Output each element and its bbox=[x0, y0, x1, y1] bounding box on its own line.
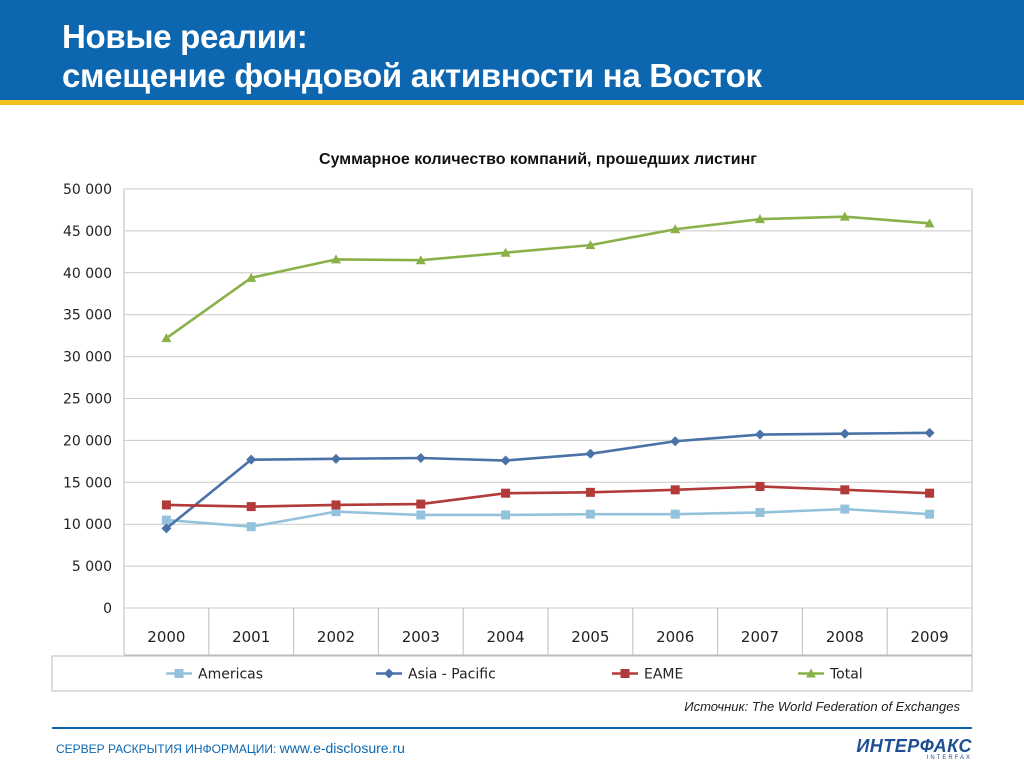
data-point-asia-pacific bbox=[331, 453, 341, 464]
data-point-eame bbox=[416, 499, 426, 509]
data-point-americas bbox=[925, 509, 935, 519]
data-point-americas bbox=[246, 522, 256, 532]
header-bar bbox=[0, 0, 1024, 100]
legend-label-asia-pacific: Asia - Pacific bbox=[408, 667, 496, 683]
series-line-americas bbox=[166, 507, 930, 529]
data-point-eame bbox=[925, 488, 935, 498]
data-point-total bbox=[839, 211, 850, 221]
x-tick-label: 2005 bbox=[571, 628, 609, 646]
data-point-asia-pacific bbox=[670, 436, 681, 447]
legend-marker-total bbox=[806, 668, 816, 678]
x-tick-label: 2000 bbox=[147, 628, 185, 646]
x-tick-label: 2002 bbox=[317, 628, 355, 646]
data-point-americas bbox=[755, 507, 765, 517]
y-tick-label: 25 000 bbox=[63, 392, 112, 408]
x-tick-label: 2009 bbox=[911, 628, 949, 646]
legend-label-americas: Americas bbox=[198, 667, 263, 683]
logo-main-text: ИНТЕРФАКС bbox=[856, 736, 972, 756]
data-point-eame bbox=[755, 481, 765, 491]
y-tick-label: 40 000 bbox=[63, 266, 112, 282]
legend-label-eame: EAME bbox=[644, 667, 683, 683]
data-point-asia-pacific bbox=[500, 455, 511, 466]
data-point-total bbox=[331, 254, 341, 264]
data-point-total bbox=[585, 240, 596, 250]
source-note: Источник: The World Federation of Exchan… bbox=[684, 699, 960, 714]
data-point-asia-pacific bbox=[161, 523, 172, 534]
x-tick-label: 2006 bbox=[656, 628, 694, 646]
y-tick-label: 50 000 bbox=[63, 182, 112, 198]
data-point-total bbox=[755, 214, 765, 224]
series-line-asia-pacific bbox=[165, 431, 930, 530]
series-line-eame bbox=[166, 485, 930, 508]
header-accent-rule bbox=[0, 100, 1024, 105]
data-point-americas bbox=[501, 510, 511, 520]
data-point-eame bbox=[161, 500, 171, 510]
data-point-asia-pacific bbox=[755, 429, 765, 440]
footer-url-link[interactable]: www.e-disclosure.ru bbox=[279, 740, 405, 756]
logo-sub-text: INTERFAX bbox=[926, 755, 972, 761]
data-point-americas bbox=[585, 509, 595, 519]
data-point-total bbox=[500, 247, 511, 257]
chart-title: Суммарное количество компаний, прошедших… bbox=[319, 151, 757, 168]
data-point-asia-pacific bbox=[246, 454, 257, 465]
data-point-eame bbox=[331, 500, 341, 510]
page-title-line-2: смещение фондовой активности на Восток bbox=[62, 57, 762, 94]
data-point-asia-pacific bbox=[839, 428, 850, 439]
data-point-total bbox=[415, 255, 426, 265]
y-tick-label: 30 000 bbox=[63, 350, 112, 366]
y-tick-label: 15 000 bbox=[63, 475, 112, 491]
footer-rule bbox=[52, 727, 972, 729]
data-point-total bbox=[161, 333, 172, 343]
footer-disclosure-text: СЕРВЕР РАСКРЫТИЯ ИНФОРМАЦИИ: www.e-discl… bbox=[56, 740, 405, 756]
data-point-americas bbox=[670, 509, 680, 519]
x-tick-label: 2008 bbox=[826, 628, 864, 646]
interfax-logo: ИНТЕРФАКС INTERFAX bbox=[856, 737, 972, 762]
legend-marker-asia-pacific bbox=[384, 668, 394, 679]
x-tick-label: 2004 bbox=[487, 628, 525, 646]
data-point-americas bbox=[331, 507, 341, 517]
legend-marker-eame bbox=[620, 669, 630, 678]
y-tick-label: 10 000 bbox=[63, 517, 112, 533]
data-point-americas bbox=[161, 515, 171, 525]
y-tick-label: 45 000 bbox=[63, 224, 112, 240]
data-point-eame bbox=[501, 488, 511, 498]
data-point-total bbox=[670, 224, 681, 234]
data-point-eame bbox=[246, 502, 256, 512]
data-point-asia-pacific bbox=[415, 452, 426, 463]
data-point-eame bbox=[670, 485, 680, 495]
data-point-total bbox=[924, 218, 935, 228]
x-tick-label: 2007 bbox=[741, 628, 779, 646]
data-point-eame bbox=[840, 485, 850, 495]
data-point-americas bbox=[840, 504, 850, 514]
y-tick-label: 5 000 bbox=[72, 559, 112, 575]
y-tick-label: 20 000 bbox=[63, 433, 112, 449]
page-title-line-1: Новые реалии: bbox=[62, 18, 308, 55]
legend-label-total: Total bbox=[829, 667, 863, 683]
data-point-asia-pacific bbox=[585, 448, 596, 459]
y-tick-label: 0 bbox=[103, 601, 112, 617]
series-line-total bbox=[165, 215, 930, 340]
data-point-total bbox=[246, 272, 257, 282]
footer-label: СЕРВЕР РАСКРЫТИЯ ИНФОРМАЦИИ: bbox=[56, 742, 277, 756]
x-tick-label: 2001 bbox=[232, 628, 270, 646]
data-point-asia-pacific bbox=[924, 427, 935, 438]
x-tick-label: 2003 bbox=[402, 628, 440, 646]
y-tick-label: 35 000 bbox=[63, 308, 112, 324]
data-point-eame bbox=[585, 487, 595, 497]
data-point-americas bbox=[416, 510, 426, 520]
legend-marker-americas bbox=[174, 669, 184, 678]
